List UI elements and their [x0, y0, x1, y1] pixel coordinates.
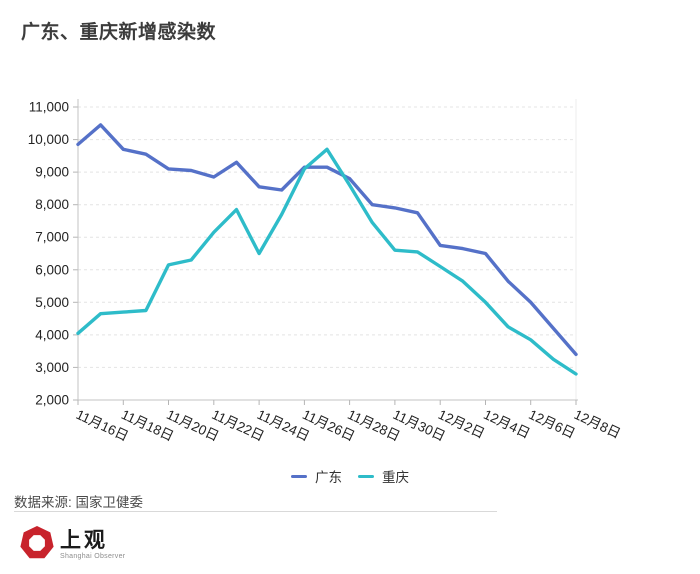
- svg-text:11,000: 11,000: [29, 100, 69, 115]
- legend-item-guangdong[interactable]: 广东: [291, 466, 342, 486]
- logo-name: 上观: [60, 527, 108, 552]
- svg-text:12月8日: 12月8日: [572, 407, 623, 442]
- svg-text:6,000: 6,000: [35, 262, 69, 277]
- line-chart: 2,000 3,000 4,000 5,000 6,000 7,000 8,000 9,000…: [28, 99, 623, 444]
- svg-text:7,000: 7,000: [35, 230, 69, 245]
- legend: 广东 重庆: [0, 466, 700, 486]
- footer-divider: [14, 511, 497, 512]
- series-line-guangdong: [76, 123, 578, 357]
- shanghai-observer-logo-icon: [20, 526, 54, 559]
- svg-text:12月6日: 12月6日: [526, 407, 577, 442]
- svg-text:8,000: 8,000: [35, 197, 69, 212]
- shanghai-observer-logo: 上观 Shanghai Observer: [20, 526, 125, 560]
- data-source-note: 数据来源: 国家卫健委: [14, 495, 144, 510]
- svg-text:3,000: 3,000: [35, 360, 69, 375]
- page-title: 广东、重庆新增感染数: [21, 22, 217, 43]
- legend-swatch-chongqing: [358, 474, 374, 478]
- series-line-chongqing: [76, 147, 578, 376]
- svg-text:12月4日: 12月4日: [481, 407, 532, 442]
- svg-text:9,000: 9,000: [35, 165, 69, 180]
- legend-label-guangdong: 广东: [315, 470, 342, 485]
- legend-label-chongqing: 重庆: [382, 470, 409, 485]
- legend-swatch-guangdong: [291, 474, 307, 478]
- svg-text:5,000: 5,000: [35, 295, 69, 310]
- svg-text:4,000: 4,000: [35, 327, 69, 342]
- logo-subtitle: Shanghai Observer: [60, 553, 126, 560]
- svg-text:10,000: 10,000: [28, 132, 69, 147]
- svg-text:2,000: 2,000: [35, 393, 69, 408]
- legend-item-chongqing[interactable]: 重庆: [358, 466, 409, 486]
